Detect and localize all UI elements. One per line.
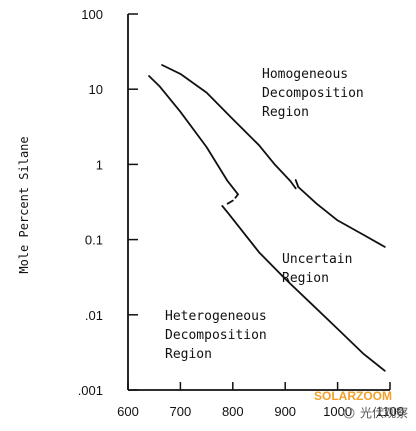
y-axis-title: Mole Percent Silane bbox=[17, 136, 31, 273]
x-tick-label: 800 bbox=[222, 404, 244, 419]
wechat-icon bbox=[343, 407, 355, 419]
series-1-line-segment-2 bbox=[294, 179, 300, 188]
y-tick-label: .01 bbox=[85, 308, 103, 323]
y-axis-title-group: Mole Percent Silane bbox=[17, 136, 31, 273]
series-2-line-segment-1 bbox=[148, 75, 239, 196]
axes: 100 10 1 0.1 .01 .001 600 700 800 900 1000 1100 bbox=[78, 7, 404, 419]
watermark: SOLARZOOM 光伏观察 bbox=[314, 389, 408, 420]
x-tick-label: 600 bbox=[117, 404, 139, 419]
x-tick-label: 900 bbox=[274, 404, 296, 419]
series-1-line-segment-3 bbox=[297, 186, 386, 248]
region-label-line: Homogeneous bbox=[262, 67, 348, 82]
y-tick-label: .001 bbox=[78, 383, 103, 398]
series-2-line-segment-2 bbox=[234, 193, 239, 199]
series-group bbox=[148, 64, 386, 372]
region-label-line: Heterogeneous bbox=[165, 309, 267, 324]
watermark-subtext: 光伏观察 bbox=[360, 406, 408, 420]
region-label-line: Decomposition bbox=[165, 328, 267, 343]
region-label-line: Decomposition bbox=[262, 86, 364, 101]
region-label-line: Region bbox=[282, 271, 329, 286]
region-label-line: Region bbox=[262, 105, 309, 120]
region-label-line: Region bbox=[165, 347, 212, 362]
watermark-text: SOLARZOOM bbox=[314, 389, 392, 403]
y-tick-label: 1 bbox=[96, 157, 103, 172]
y-tick-label: 10 bbox=[89, 82, 103, 97]
y-tick-label: 100 bbox=[81, 7, 103, 22]
x-tick-label: 1000 bbox=[323, 404, 352, 419]
series-1-line-segment-1 bbox=[161, 64, 297, 190]
x-tick-label: 1100 bbox=[376, 404, 404, 419]
region-label-line: Uncertain bbox=[282, 252, 352, 267]
series-2-line-segment-4 bbox=[221, 205, 386, 372]
y-tick-label: 0.1 bbox=[85, 233, 103, 248]
x-tick-label: 700 bbox=[170, 404, 192, 419]
region-labels: Homogeneous Decomposition Region Uncertain R… bbox=[165, 67, 364, 362]
series-2-line-segment-3 bbox=[226, 199, 234, 205]
